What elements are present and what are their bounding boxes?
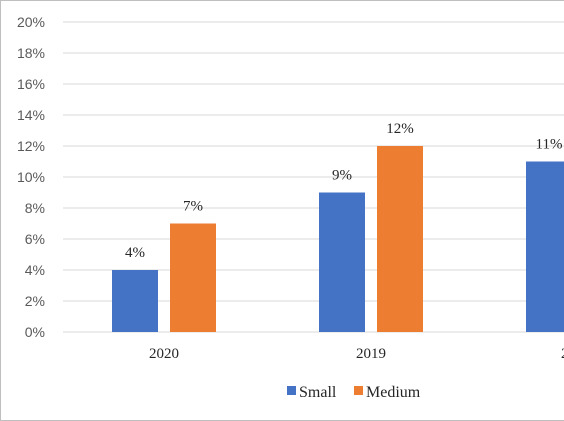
x-axis-ticks: 2020 2019 2	[149, 346, 564, 362]
y-tick-label: 14%	[17, 107, 45, 123]
x-tick-label: 2019	[356, 346, 386, 362]
y-tick-label: 0%	[25, 324, 45, 340]
y-tick-label: 12%	[17, 138, 45, 154]
data-label: 9%	[332, 168, 352, 184]
y-tick-label: 6%	[25, 231, 45, 247]
y-tick-label: 8%	[25, 200, 45, 216]
legend-label-medium: Medium	[366, 384, 421, 401]
bar-small	[112, 270, 158, 332]
bar-small	[319, 192, 365, 332]
legend-swatch-medium	[354, 386, 363, 395]
x-tick-label-clipped: 2	[561, 346, 564, 362]
data-label: 7%	[183, 199, 203, 215]
x-tick-label: 2020	[149, 346, 179, 362]
bar-medium	[170, 223, 216, 332]
legend-swatch-small	[287, 386, 296, 395]
y-tick-label: 20%	[17, 14, 45, 30]
legend: Small Medium	[287, 384, 421, 401]
y-axis-ticks: 0% 2% 4% 6% 8% 10% 12% 14% 16% 18% 20%	[17, 14, 45, 340]
data-label: 12%	[386, 121, 414, 137]
bar-medium	[377, 146, 423, 332]
data-label: 4%	[125, 245, 145, 261]
bars	[112, 146, 564, 332]
bar-small	[526, 161, 564, 332]
y-tick-label: 4%	[25, 262, 45, 278]
legend-label-small: Small	[299, 384, 337, 401]
y-tick-label: 2%	[25, 293, 45, 309]
y-tick-label: 10%	[17, 169, 45, 185]
data-labels: 4% 7% 9% 12% 11%	[125, 121, 562, 261]
y-tick-label: 18%	[17, 45, 45, 61]
data-label: 11%	[536, 137, 563, 153]
y-tick-label: 16%	[17, 76, 45, 92]
